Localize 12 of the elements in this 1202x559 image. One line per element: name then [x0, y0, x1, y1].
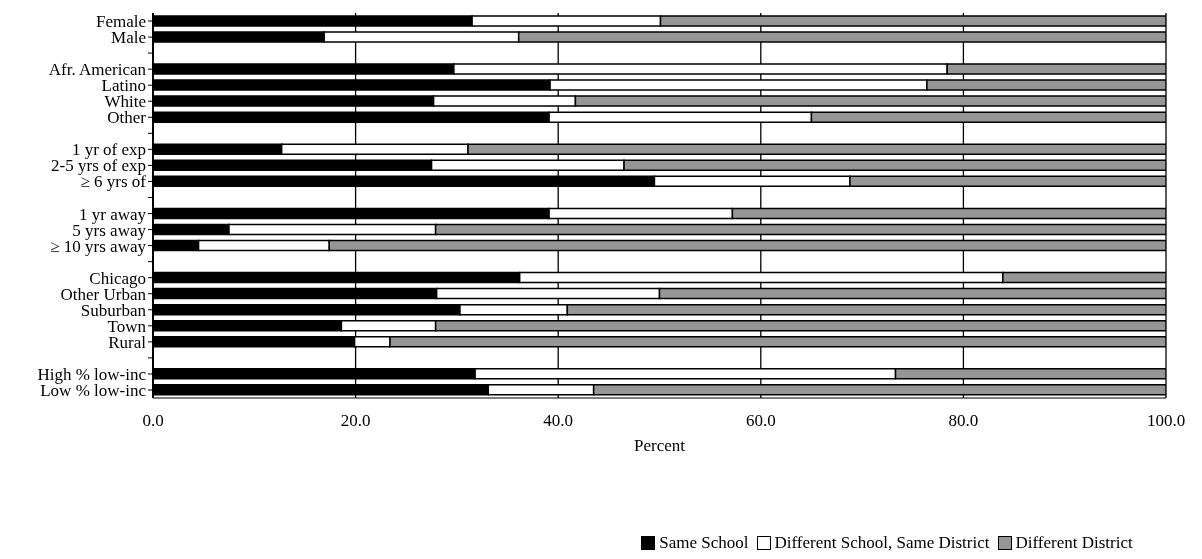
- x-tick-label: 100.0: [1146, 411, 1186, 431]
- x-tick-label: 0.0: [142, 411, 164, 431]
- x-tick-label: 80.0: [948, 411, 979, 431]
- x-tick-label: 40.0: [543, 411, 574, 431]
- x-tick-label: 60.0: [745, 411, 776, 431]
- legend-label: Different School, Same District: [774, 533, 990, 553]
- x-tick-label: 20.0: [340, 411, 371, 431]
- y-tick-label: High % low-inc: [37, 364, 147, 384]
- y-tick-label: Chicago: [89, 268, 146, 288]
- legend-label: Same School: [659, 533, 749, 553]
- x-axis-title: Percent: [634, 436, 686, 455]
- legend-label: Different District: [1015, 533, 1133, 553]
